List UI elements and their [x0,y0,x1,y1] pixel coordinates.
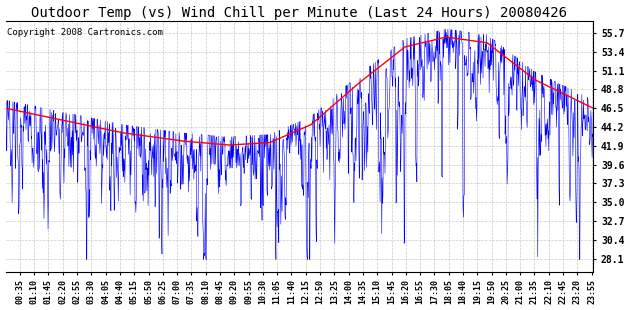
Text: Copyright 2008 Cartronics.com: Copyright 2008 Cartronics.com [8,28,163,37]
Title: Outdoor Temp (vs) Wind Chill per Minute (Last 24 Hours) 20080426: Outdoor Temp (vs) Wind Chill per Minute … [32,6,568,20]
